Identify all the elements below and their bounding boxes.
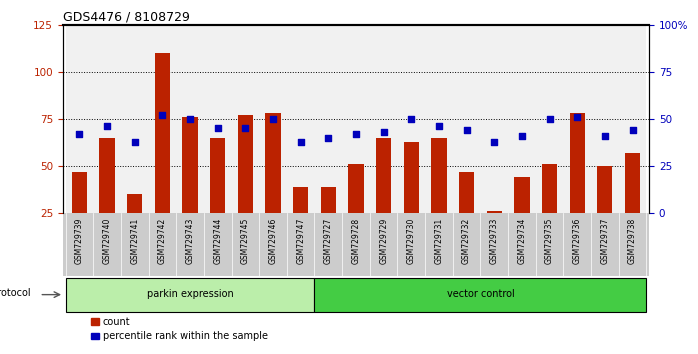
Text: GSM729739: GSM729739	[75, 218, 84, 264]
Text: protocol: protocol	[0, 288, 31, 298]
Point	[212, 125, 223, 131]
Text: GSM729740: GSM729740	[103, 218, 112, 264]
Text: GSM729734: GSM729734	[517, 218, 526, 264]
Point	[406, 116, 417, 122]
Point	[433, 124, 445, 129]
Bar	[238, 115, 253, 213]
Bar	[348, 164, 364, 213]
Text: GSM729731: GSM729731	[434, 218, 443, 264]
Bar	[431, 138, 447, 213]
Bar	[459, 172, 474, 213]
Bar	[618, 25, 646, 213]
Text: GSM729732: GSM729732	[462, 218, 471, 264]
Bar	[155, 53, 170, 213]
Bar	[536, 25, 563, 213]
Point	[129, 139, 140, 144]
Bar	[508, 25, 536, 213]
Bar	[127, 194, 142, 213]
Text: GSM729745: GSM729745	[241, 218, 250, 264]
Text: vector control: vector control	[447, 289, 514, 299]
Bar	[99, 138, 114, 213]
Bar	[542, 164, 557, 213]
Point	[295, 139, 306, 144]
Point	[544, 116, 555, 122]
Bar	[293, 187, 309, 213]
Bar	[570, 113, 585, 213]
Point	[489, 139, 500, 144]
Legend: count, percentile rank within the sample: count, percentile rank within the sample	[91, 316, 268, 342]
Point	[517, 133, 528, 139]
Text: GSM729743: GSM729743	[186, 218, 195, 264]
Point	[378, 129, 389, 135]
Text: GSM729747: GSM729747	[296, 218, 305, 264]
Bar	[376, 138, 392, 213]
Bar	[591, 25, 618, 213]
Point	[157, 112, 168, 118]
Bar	[210, 138, 225, 213]
Bar	[232, 25, 259, 213]
Bar	[315, 278, 646, 312]
Bar	[149, 25, 176, 213]
Text: GSM729733: GSM729733	[490, 218, 499, 264]
Bar	[287, 25, 315, 213]
Bar	[66, 25, 94, 213]
Point	[572, 114, 583, 120]
Bar	[425, 25, 453, 213]
Point	[74, 131, 85, 137]
Bar	[342, 25, 370, 213]
Bar	[480, 25, 508, 213]
Point	[322, 135, 334, 141]
Bar	[625, 153, 640, 213]
Point	[240, 125, 251, 131]
Text: GSM729727: GSM729727	[324, 218, 333, 264]
Point	[350, 131, 362, 137]
Text: GSM729728: GSM729728	[352, 218, 360, 264]
Bar	[453, 25, 480, 213]
Text: GSM729741: GSM729741	[131, 218, 139, 264]
Bar	[265, 113, 281, 213]
Bar	[370, 25, 397, 213]
Text: GSM729742: GSM729742	[158, 218, 167, 264]
Bar	[514, 177, 530, 213]
Text: GSM729729: GSM729729	[379, 218, 388, 264]
Text: GSM729735: GSM729735	[545, 218, 554, 264]
Point	[101, 124, 112, 129]
Point	[627, 127, 638, 133]
Text: GSM729737: GSM729737	[600, 218, 609, 264]
Bar	[176, 25, 204, 213]
Text: GDS4476 / 8108729: GDS4476 / 8108729	[63, 11, 190, 24]
Point	[184, 116, 195, 122]
Text: GSM729738: GSM729738	[628, 218, 637, 264]
Bar	[403, 142, 419, 213]
Bar	[66, 278, 315, 312]
Bar	[204, 25, 232, 213]
Bar	[315, 25, 342, 213]
Bar	[563, 25, 591, 213]
Point	[600, 133, 611, 139]
Bar	[487, 211, 502, 213]
Bar	[597, 166, 613, 213]
Text: GSM729730: GSM729730	[407, 218, 416, 264]
Bar	[182, 117, 198, 213]
Point	[461, 127, 472, 133]
Bar	[320, 187, 336, 213]
Bar	[397, 25, 425, 213]
Text: GSM729746: GSM729746	[269, 218, 278, 264]
Bar	[259, 25, 287, 213]
Text: GSM729744: GSM729744	[213, 218, 222, 264]
Bar	[72, 172, 87, 213]
Point	[267, 116, 279, 122]
Bar	[94, 25, 121, 213]
Bar	[121, 25, 149, 213]
Text: parkin expression: parkin expression	[147, 289, 233, 299]
Text: GSM729736: GSM729736	[573, 218, 581, 264]
